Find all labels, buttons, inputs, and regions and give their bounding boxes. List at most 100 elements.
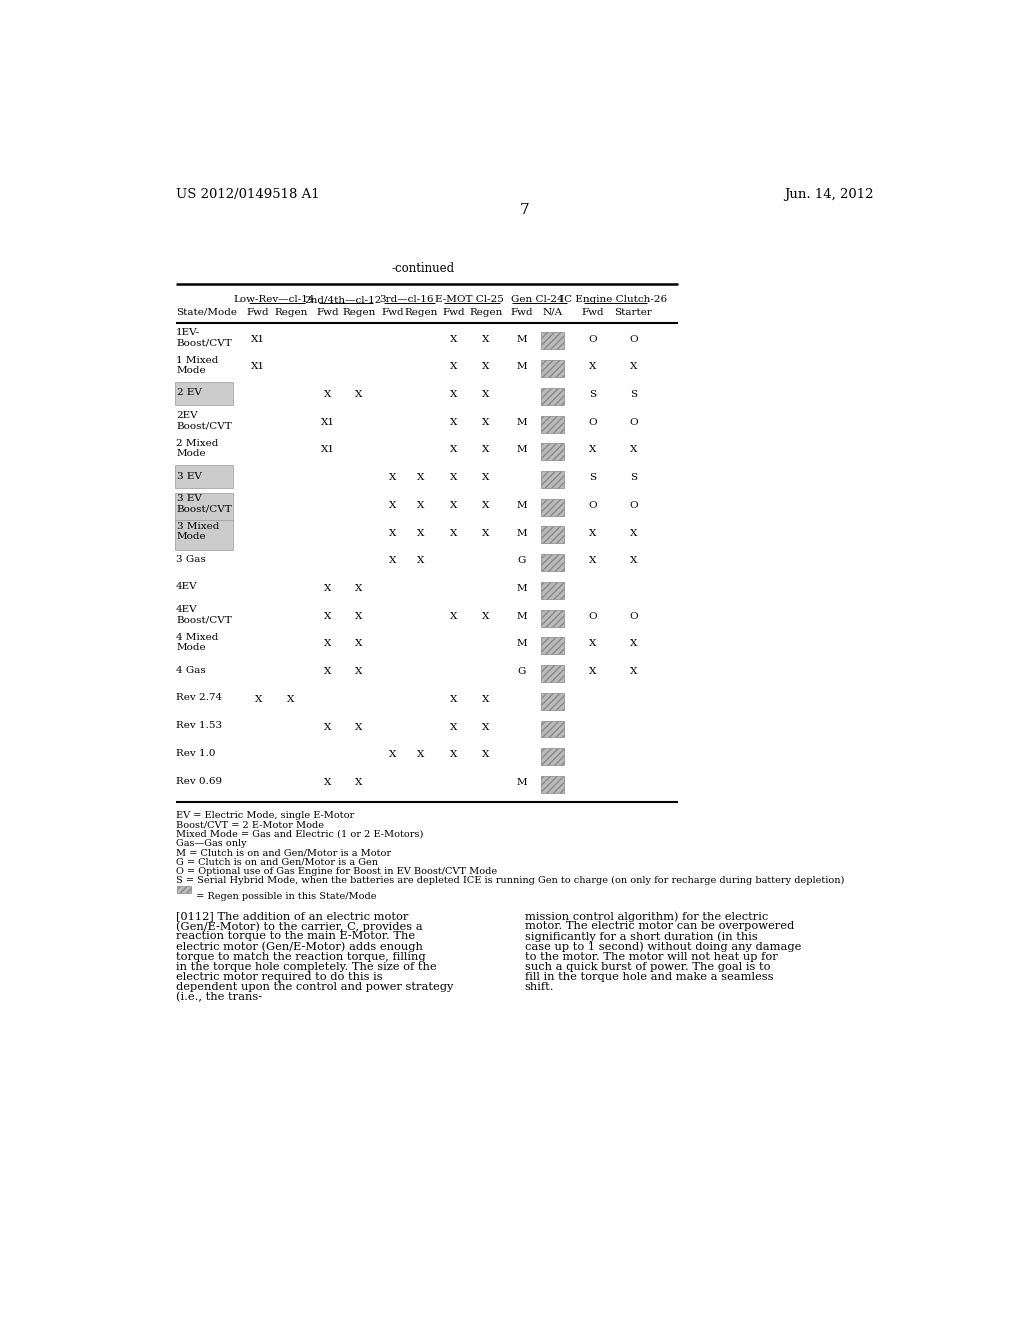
Text: X: X [355,389,362,399]
Bar [541,333,564,350]
Text: X: X [590,362,597,371]
Text: M: M [516,528,527,537]
Text: M: M [516,334,527,343]
Text: Rev 1.0: Rev 1.0 [176,748,215,758]
Text: X: X [450,362,457,371]
Text: X: X [590,556,597,565]
Text: 2 Mixed
Mode: 2 Mixed Mode [176,438,218,458]
Text: mission control algorithm) for the electric: mission control algorithm) for the elect… [524,911,768,923]
Bar [174,381,232,405]
Text: X: X [325,667,332,676]
Bar [541,554,564,572]
Text: X: X [630,445,637,454]
Text: Fwd: Fwd [510,308,534,317]
Text: X: X [482,611,489,620]
Text: X1: X1 [251,334,265,343]
Text: X: X [482,694,489,704]
Text: O = Optional use of Gas Engine for Boost in EV Boost/CVT Mode: O = Optional use of Gas Engine for Boost… [176,867,498,875]
Text: X: X [450,694,457,704]
Text: = Regen possible in this State/Mode: = Regen possible in this State/Mode [194,892,377,902]
Text: X: X [325,722,332,731]
Text: X: X [450,334,457,343]
Text: X: X [630,639,637,648]
Text: State/Mode: State/Mode [176,308,237,317]
Text: O: O [589,334,597,343]
Text: X: X [355,777,362,787]
Bar [174,465,232,488]
Text: dependent upon the control and power strategy: dependent upon the control and power str… [176,982,454,991]
Text: G = Clutch is on and Gen/Motor is a Gen: G = Clutch is on and Gen/Motor is a Gen [176,858,378,866]
Text: O: O [629,334,638,343]
Text: X: X [450,389,457,399]
Text: (i.e., the trans-: (i.e., the trans- [176,991,262,1002]
Text: reaction torque to the main E-Motor. The: reaction torque to the main E-Motor. The [176,932,415,941]
Text: X: X [355,722,362,731]
Bar [541,776,564,793]
Text: N/A: N/A [543,308,563,317]
Text: X: X [450,417,457,426]
Text: X: X [482,750,489,759]
Text: X: X [482,722,489,731]
Text: X1: X1 [321,445,335,454]
Text: 4 Mixed
Mode: 4 Mixed Mode [176,632,218,652]
Text: 3 EV: 3 EV [177,471,202,480]
Text: such a quick burst of power. The goal is to: such a quick burst of power. The goal is… [524,961,770,972]
Text: M: M [516,777,527,787]
Text: X: X [325,389,332,399]
Text: X: X [482,528,489,537]
Bar [541,638,564,655]
Text: X: X [482,389,489,399]
Text: 7: 7 [520,203,529,216]
Text: X: X [355,667,362,676]
Bar [541,444,564,461]
Bar [541,665,564,682]
Text: S: S [590,473,597,482]
Text: M: M [516,362,527,371]
Text: X: X [450,722,457,731]
Text: X: X [450,750,457,759]
Text: 3 Mixed
Mode: 3 Mixed Mode [177,521,219,541]
Text: X: X [417,473,425,482]
Text: IC Engine Clutch-26: IC Engine Clutch-26 [559,296,667,305]
Text: X: X [355,639,362,648]
Text: M = Clutch is on and Gen/Motor is a Motor: M = Clutch is on and Gen/Motor is a Moto… [176,849,391,857]
Text: X: X [255,694,262,704]
Bar [541,499,564,516]
Text: Regen: Regen [274,308,307,317]
Text: 4EV
Boost/CVT: 4EV Boost/CVT [176,605,231,624]
Text: X: X [417,528,425,537]
Text: Rev 1.53: Rev 1.53 [176,721,222,730]
Text: X: X [482,445,489,454]
Bar [174,520,232,549]
Text: X: X [630,556,637,565]
Text: S = Serial Hybrid Mode, when the batteries are depleted ICE is running Gen to ch: S = Serial Hybrid Mode, when the batteri… [176,876,845,886]
Text: Starter: Starter [614,308,652,317]
Text: X: X [325,611,332,620]
Bar [541,360,564,378]
Text: M: M [516,611,527,620]
Text: M: M [516,639,527,648]
Bar [541,416,564,433]
Text: Fwd: Fwd [247,308,269,317]
Text: Fwd: Fwd [582,308,604,317]
Text: X: X [482,362,489,371]
Text: 2 EV: 2 EV [177,388,202,397]
Text: S: S [630,473,637,482]
Text: X: X [630,362,637,371]
Text: E-MOT Cl-25: E-MOT Cl-25 [435,296,504,305]
Text: X: X [325,777,332,787]
Text: [0112] The addition of an electric motor: [0112] The addition of an electric motor [176,911,409,921]
Text: fill in the torque hole and make a seamless: fill in the torque hole and make a seaml… [524,972,773,982]
Text: X1: X1 [321,417,335,426]
Bar [541,582,564,599]
Text: Regen: Regen [469,308,503,317]
Text: G: G [517,556,526,565]
Text: X: X [417,500,425,510]
Text: Low-Rev—cl-14: Low-Rev—cl-14 [233,296,315,305]
Text: 4 Gas: 4 Gas [176,665,206,675]
Text: M: M [516,583,527,593]
Bar [541,471,564,488]
Text: US 2012/0149518 A1: US 2012/0149518 A1 [176,189,319,202]
Text: 3rd—cl-16: 3rd—cl-16 [380,296,434,305]
Text: shift.: shift. [524,982,554,991]
